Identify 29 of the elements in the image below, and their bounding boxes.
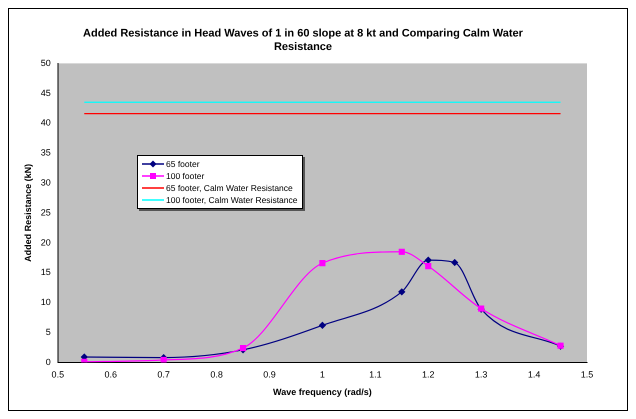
- y-tick-label: 15: [40, 267, 51, 278]
- legend-label: 100 footer, Calm Water Resistance: [166, 194, 298, 206]
- x-tick-label: 0.9: [263, 369, 276, 380]
- y-tick-label: 5: [46, 326, 51, 337]
- x-tick-label: 1.3: [474, 369, 488, 380]
- y-tick-label: 10: [40, 297, 51, 308]
- legend-label: 65 footer, Calm Water Resistance: [166, 182, 293, 194]
- x-tick-label: 0.7: [157, 369, 170, 380]
- legend-label: 100 footer: [166, 170, 204, 182]
- y-tick-label: 20: [40, 237, 51, 248]
- chart-title: Added Resistance in Head Waves of 1 in 60 slope at 8 kt and Comparing Calm Water Resistance: [83, 28, 524, 53]
- y-tick-label: 50: [40, 58, 51, 68]
- y-tick-label: 45: [40, 88, 51, 98]
- x-tick-label: 0.5: [52, 369, 64, 380]
- y-axis-title: Added Resistance (kN): [22, 164, 33, 262]
- x-tick-label: 1.1: [369, 369, 382, 380]
- y-tick-label: 40: [40, 118, 51, 128]
- x-axis-title: Wave frequency (rad/s): [273, 387, 372, 398]
- x-tick-label: 0.6: [104, 369, 117, 380]
- legend-label: 65 footer: [166, 158, 200, 170]
- y-tick-label: 25: [40, 207, 51, 218]
- x-tick-label: 1: [320, 369, 325, 380]
- y-tick-label: 30: [40, 177, 51, 188]
- x-tick-label: 1.4: [528, 369, 540, 380]
- x-tick-label: 0.8: [210, 369, 223, 380]
- y-tick-label: 35: [40, 148, 51, 158]
- x-tick-label: 1.5: [580, 369, 594, 380]
- y-tick-label: 0: [46, 356, 51, 367]
- x-tick-label: 1.2: [422, 369, 434, 380]
